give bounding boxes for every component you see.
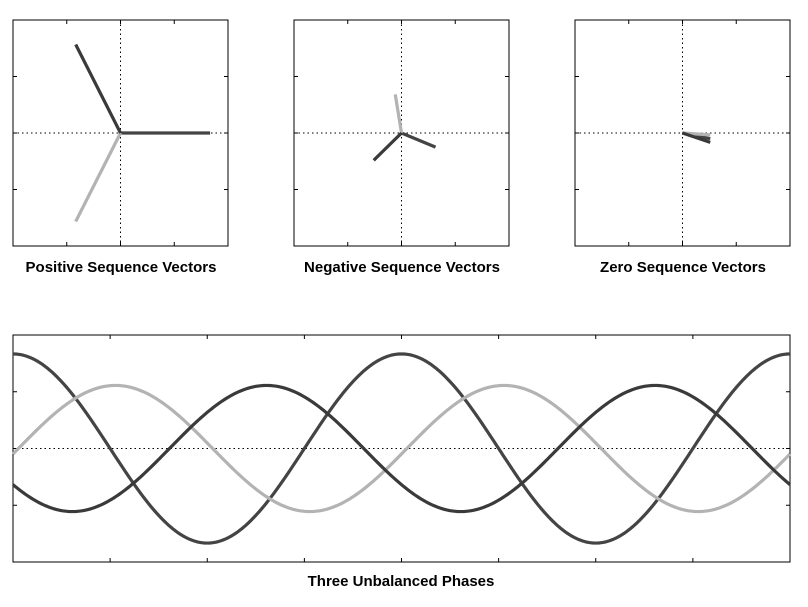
negative-vector-phase-c [372,131,403,162]
waveform-series-phase-b [11,383,792,514]
positive-vector-phase-c [74,43,122,134]
zero-sequence-panel [574,19,791,247]
negative-sequence-panel [293,19,510,247]
zero-sequence-caption: Zero Sequence Vectors [600,259,766,276]
waveform-caption: Three Unbalanced Phases [308,573,495,590]
positive-vector-phase-b [74,132,122,223]
zero-vector-phase-c [681,131,711,144]
waveform-series-phase-a [12,352,791,545]
negative-vector-phase-a [400,131,437,149]
negative-sequence-caption: Negative Sequence Vectors [304,259,500,276]
negative-vector-phase-b [393,94,404,134]
positive-sequence-caption: Positive Sequence Vectors [26,259,217,276]
waveform-panel [11,334,792,563]
positive-sequence-panel [12,19,229,247]
waveform-series-phase-c [11,383,792,514]
